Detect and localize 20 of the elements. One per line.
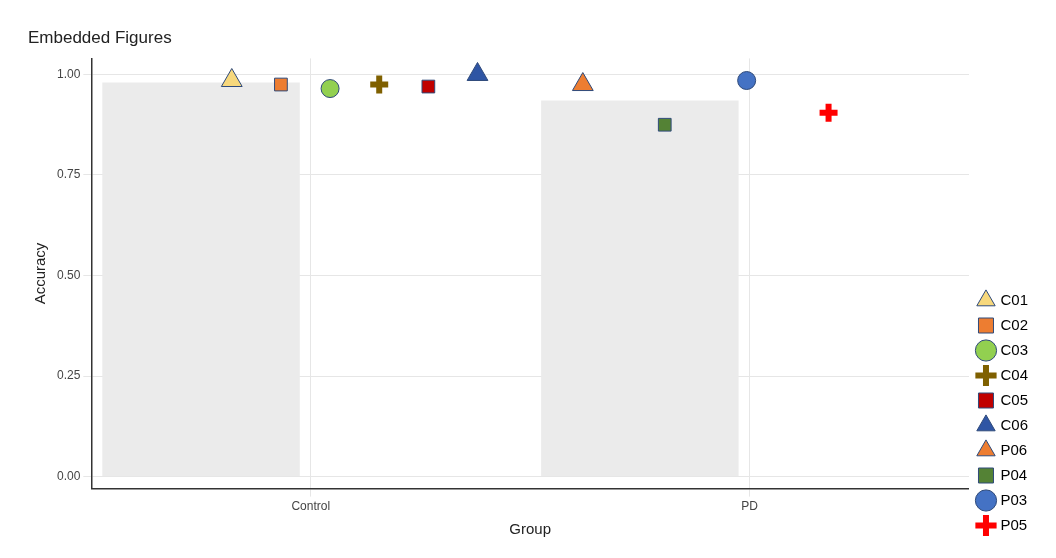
- legend-label: P04: [1000, 465, 1028, 483]
- legend-label: C05: [1000, 390, 1029, 408]
- legend-label: C06: [1000, 415, 1029, 433]
- y-tick-label: 0.00: [57, 468, 81, 483]
- legend-label: P03: [1000, 490, 1028, 508]
- legend-label: C03: [1000, 340, 1029, 358]
- x-axis-title: Group: [509, 520, 552, 538]
- x-tick-label: PD: [741, 499, 759, 514]
- y-axis-title: Accuracy: [31, 242, 49, 305]
- legend-label: C01: [1000, 290, 1029, 308]
- y-tick-label: 0.75: [57, 167, 81, 182]
- y-tick-label: 0.25: [57, 368, 81, 383]
- legend-label: P06: [1000, 440, 1028, 458]
- y-tick-label: 1.00: [57, 66, 81, 81]
- chart-title: Embedded Figures: [28, 27, 172, 47]
- legend-label: P05: [1000, 515, 1028, 533]
- x-tick-label: Control: [291, 499, 331, 514]
- legend-label: C04: [1000, 365, 1029, 383]
- y-tick-label: 0.50: [57, 267, 81, 282]
- legend-label: C02: [1000, 315, 1029, 333]
